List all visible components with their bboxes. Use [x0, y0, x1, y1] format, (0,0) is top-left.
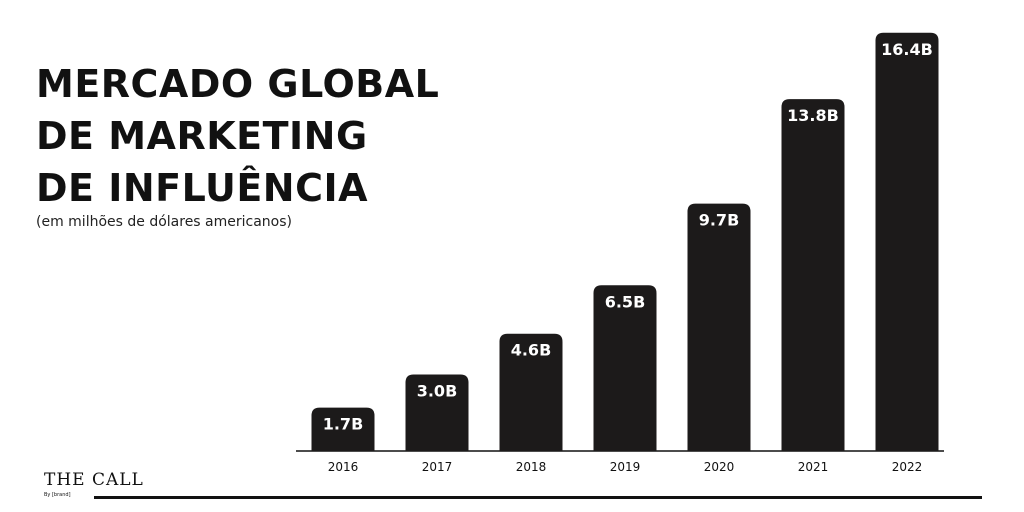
title-line-3: DE INFLUÊNCIA	[36, 166, 369, 210]
data-label-2019: 6.5B	[605, 292, 646, 311]
bar-2019	[593, 285, 657, 451]
bar-2016	[311, 407, 375, 451]
bar-2022	[875, 32, 939, 452]
x-tick-2022: 2022	[892, 460, 923, 474]
x-tick-2019: 2019	[610, 460, 641, 474]
chart-title: MERCADO GLOBAL DE MARKETING DE INFLUÊNCI…	[36, 58, 476, 214]
data-labels: 1.7B 3.0B 4.6B 6.5B 9.7B 13.8B 16.4B	[323, 40, 933, 434]
brand-byline: By [brand]	[44, 492, 71, 498]
bars	[311, 32, 939, 452]
bar-2018	[499, 333, 563, 451]
x-tick-2017: 2017	[422, 460, 453, 474]
bar-2021	[781, 99, 845, 451]
footer-rule	[94, 496, 982, 499]
x-tick-2018: 2018	[516, 460, 547, 474]
bar-2020	[687, 203, 751, 451]
data-label-2018: 4.6B	[511, 341, 552, 360]
x-tick-2016: 2016	[328, 460, 359, 474]
bar-2017	[405, 374, 469, 451]
data-label-2016: 1.7B	[323, 415, 364, 434]
x-tick-labels: 2016 2017 2018 2019 2020 2021 2022	[328, 460, 923, 474]
data-label-2020: 9.7B	[699, 211, 740, 230]
title-line-2: DE MARKETING	[36, 114, 368, 158]
chart-subtitle: (em milhões de dólares americanos)	[36, 214, 292, 230]
data-label-2022: 16.4B	[881, 40, 933, 59]
brand-logo: THE CALL	[44, 470, 144, 490]
x-tick-2021: 2021	[798, 460, 829, 474]
data-label-2021: 13.8B	[787, 106, 839, 125]
title-line-1: MERCADO GLOBAL	[36, 62, 440, 106]
data-label-2017: 3.0B	[417, 382, 458, 401]
x-tick-2020: 2020	[704, 460, 735, 474]
